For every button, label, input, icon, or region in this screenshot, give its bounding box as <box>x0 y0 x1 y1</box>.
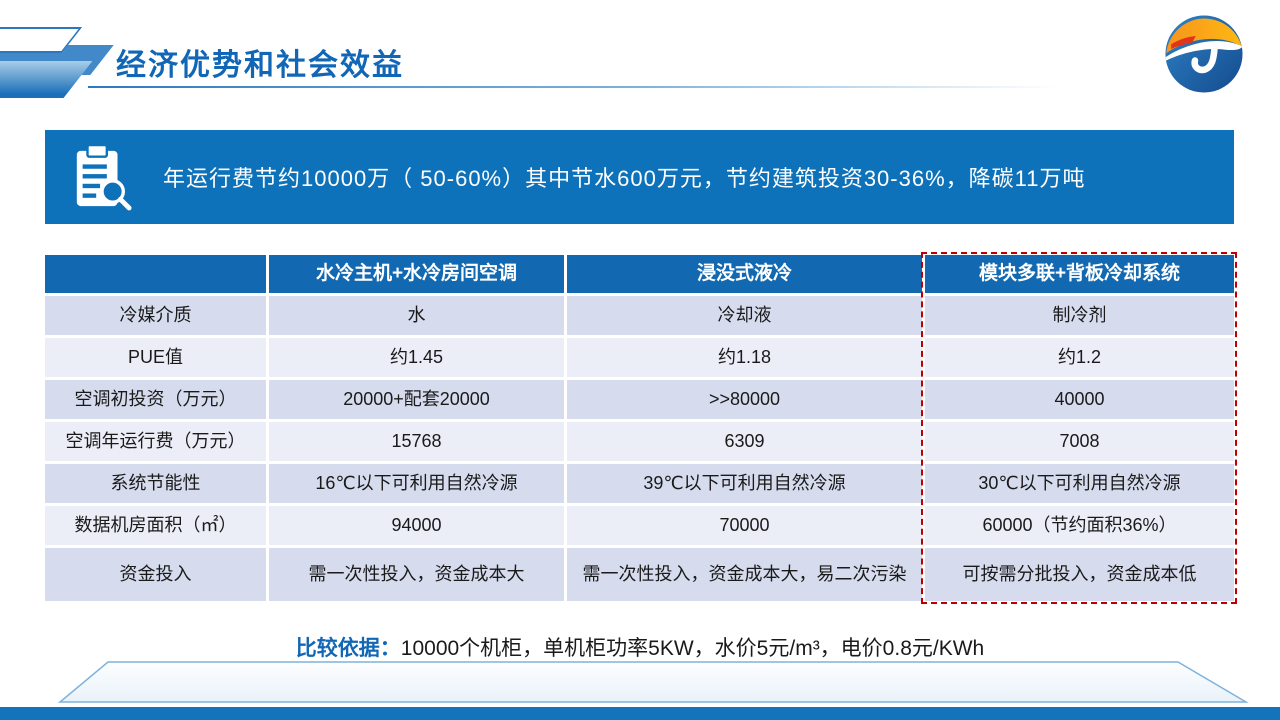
table-header-immersion: 浸没式液冷 <box>567 255 922 293</box>
footnote-label: 比较依据： <box>295 637 401 660</box>
clipboard-search-icon <box>71 142 133 212</box>
row-label-pue: PUE值 <box>45 338 266 377</box>
company-logo-icon <box>1163 13 1245 95</box>
table-cell: 15768 <box>269 422 564 461</box>
table-cell: 40000 <box>925 380 1234 419</box>
page-title: 经济优势和社会效益 <box>116 49 404 82</box>
table-cell: 94000 <box>269 506 564 545</box>
row-label-annual-operating-cost: 空调年运行费（万元） <box>45 422 266 461</box>
comparison-basis-note: 比较依据：10000个机柜，单机柜功率5KW，水价5元/m³，电价0.8元/KW… <box>0 632 1280 662</box>
table-cell: 70000 <box>567 506 922 545</box>
footnote-text: 10000个机柜，单机柜功率5KW，水价5元/m³，电价0.8元/KWh <box>400 637 985 660</box>
table-header-corner <box>45 255 266 293</box>
table-cell: 需一次性投入，资金成本大，易二次污染 <box>567 548 922 601</box>
table-cell: 需一次性投入，资金成本大 <box>269 548 564 601</box>
table-cell: 6309 <box>567 422 922 461</box>
table-cell: 39℃以下可利用自然冷源 <box>567 464 922 503</box>
row-label-energy-saving: 系统节能性 <box>45 464 266 503</box>
table-cell: 冷却液 <box>567 296 922 335</box>
row-label-coolant-medium: 冷媒介质 <box>45 296 266 335</box>
bottom-blue-bar <box>0 707 1280 720</box>
table-cell: 16℃以下可利用自然冷源 <box>269 464 564 503</box>
bottom-trapezoid-decoration <box>0 660 1280 711</box>
table-header-water-cooled: 水冷主机+水冷房间空调 <box>269 255 564 293</box>
table-cell: 20000+配套20000 <box>269 380 564 419</box>
row-label-room-area: 数据机房面积（㎡） <box>45 506 266 545</box>
table-cell: 7008 <box>925 422 1234 461</box>
row-label-capital-investment: 资金投入 <box>45 548 266 601</box>
table-cell: 约1.18 <box>567 338 922 377</box>
table-cell: 60000（节约面积36%） <box>925 506 1234 545</box>
table-cell: 制冷剂 <box>925 296 1234 335</box>
row-label-initial-investment: 空调初投资（万元） <box>45 380 266 419</box>
table-cell: 水 <box>269 296 564 335</box>
table-cell: 可按需分批投入，资金成本低 <box>925 548 1234 601</box>
summary-banner: 年运行费节约10000万（ 50-60%）其中节水600万元，节约建筑投资30-… <box>45 130 1234 224</box>
header-divider-line <box>88 86 1098 88</box>
table-header-modular: 模块多联+背板冷却系统 <box>925 255 1234 293</box>
table-cell: 约1.2 <box>925 338 1234 377</box>
decoration-parallelogram-gradient <box>0 61 93 98</box>
table-cell: 约1.45 <box>269 338 564 377</box>
banner-text: 年运行费节约10000万（ 50-60%）其中节水600万元，节约建筑投资30-… <box>163 166 1086 191</box>
table-cell: >>80000 <box>567 380 922 419</box>
comparison-table: 水冷主机+水冷房间空调 浸没式液冷 模块多联+背板冷却系统 冷媒介质 水 冷却液… <box>45 255 1234 601</box>
table-cell: 30℃以下可利用自然冷源 <box>925 464 1234 503</box>
